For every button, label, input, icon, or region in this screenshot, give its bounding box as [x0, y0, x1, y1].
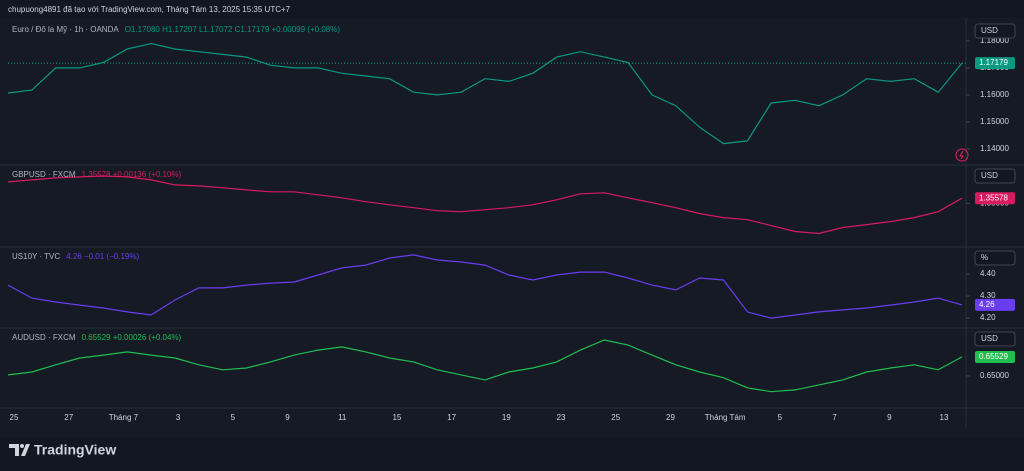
y-tick-label: 1.15000: [980, 117, 1009, 126]
unit-label: USD: [981, 334, 998, 343]
x-tick-label: 9: [887, 413, 892, 422]
x-tick-label: 29: [666, 413, 675, 422]
unit-label: %: [981, 253, 988, 262]
last-price-label: 4.26: [979, 300, 995, 309]
x-tick-label: 15: [392, 413, 401, 422]
y-tick-label: 0.65000: [980, 371, 1009, 380]
x-tick-label: 19: [502, 413, 511, 422]
x-tick-label: 3: [176, 413, 181, 422]
unit-box: [974, 250, 1016, 266]
last-price-badge: [975, 350, 1015, 363]
legend-values: 4.26 −0.01 (−0.19%): [66, 252, 139, 261]
y-tick-label: 4.30: [980, 291, 996, 300]
x-tick-label: 13: [940, 413, 949, 422]
price-line: [7, 175, 963, 235]
x-tick-label: Tháng Tám: [705, 413, 746, 422]
x-tick-label: 25: [10, 413, 19, 422]
y-tick-label: 4.40: [980, 269, 996, 278]
y-tick-label: 1.18000: [980, 36, 1009, 45]
x-tick-label: 23: [557, 413, 566, 422]
x-tick-label: Tháng 7: [109, 413, 139, 422]
last-price-label: 1.17179: [979, 58, 1008, 67]
unit-box: [974, 168, 1016, 184]
legend-title: US10Y · TVC: [12, 252, 60, 261]
legend-title: GBPUSD · FXCM: [12, 170, 76, 179]
unit-label: USD: [981, 171, 998, 180]
last-price-badge: [975, 298, 1015, 311]
legend-title: AUDUSD · FXCM: [12, 333, 76, 342]
x-tick-label: 17: [447, 413, 456, 422]
last-price-badge: [975, 57, 1015, 70]
price-line: [7, 42, 963, 145]
unit-box: [974, 23, 1016, 39]
legend-values: O1.17080 H1.17207 L1.17072 C1.17179 +0.0…: [125, 25, 341, 34]
x-tick-label: 5: [778, 413, 783, 422]
y-tick-label: 1.14000: [980, 144, 1009, 153]
x-tick-label: 27: [64, 413, 73, 422]
unit-box: [974, 331, 1016, 347]
y-tick-label: 1.16000: [980, 90, 1009, 99]
legend-values: 1.35578 +0.00136 (+0.10%): [82, 170, 182, 179]
legend-title: Euro / Đô la Mỹ · 1h · OANDA: [12, 25, 119, 34]
chart-area: [0, 18, 1024, 438]
last-price-badge: [975, 192, 1015, 205]
x-tick-label: 9: [285, 413, 290, 422]
legend-values: 0.65529 +0.00026 (+0.04%): [82, 333, 182, 342]
last-price-label: 0.65529: [979, 352, 1008, 361]
price-line: [7, 339, 963, 393]
unit-label: USD: [981, 26, 998, 35]
header: chupuong4891 đã tạo với TradingView.com,…: [8, 5, 291, 14]
last-price-label: 1.35578: [979, 193, 1008, 202]
price-line: [7, 254, 963, 319]
x-tick-label: 7: [832, 413, 837, 422]
logo: [9, 444, 30, 456]
x-tick-label: 5: [231, 413, 236, 422]
x-tick-label: 25: [611, 413, 620, 422]
lightning-bolt: [959, 150, 964, 160]
brand: TradingView: [34, 442, 116, 458]
lightning-icon[interactable]: [955, 148, 969, 162]
y-tick-label: 4.20: [980, 313, 996, 322]
x-tick-label: 11: [338, 413, 347, 422]
